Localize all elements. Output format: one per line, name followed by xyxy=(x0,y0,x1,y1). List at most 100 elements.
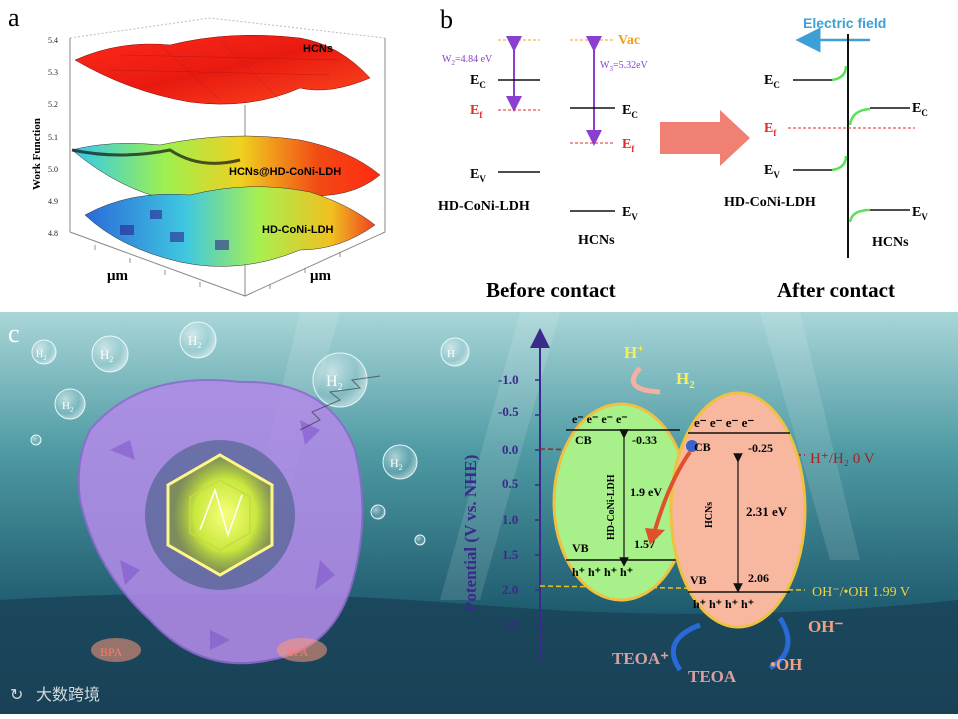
bpa-label: BPA xyxy=(286,645,309,659)
ldh-holes: h⁺ h⁺ h⁺ h⁺ xyxy=(572,565,633,579)
hcns-cb-label: CB xyxy=(694,440,711,454)
z-axis-label: μm xyxy=(310,268,332,284)
transfer-arrow-head xyxy=(645,528,665,545)
electric-field-label: Electric field xyxy=(803,15,886,31)
hcns-ev-label: EV xyxy=(622,205,638,222)
core-lightning xyxy=(199,487,243,538)
surface-shadow xyxy=(71,148,241,165)
after-ldh-ec-bend xyxy=(831,65,848,82)
potential-tick: 1.0 xyxy=(502,512,518,527)
ldh-name-label: HD-CoNi-LDH xyxy=(606,474,617,540)
oh-radical-label: •OH xyxy=(770,655,802,674)
y-tick: 4.8 xyxy=(48,229,58,238)
bubble xyxy=(312,352,368,408)
potential-tick: -1.0 xyxy=(498,372,519,387)
oh-ref-label: OH⁻/•OH 1.99 V xyxy=(812,585,910,600)
ldh-gap-value: 1.9 eV xyxy=(630,485,662,499)
ldh-cb-value: -0.33 xyxy=(632,433,657,447)
after-ef-label: Ef xyxy=(764,121,777,138)
vac-label: Vac xyxy=(618,33,640,48)
hcns-gap-value: 2.31 eV xyxy=(746,504,788,519)
y-ticks: 5.4 5.3 5.2 5.1 5.0 4.9 4.8 xyxy=(48,36,58,238)
hcns-ec-label: EC xyxy=(622,103,638,120)
potential-ticks: -1.0 -0.5 0.0 0.5 1.0 1.5 2.0 2.5 xyxy=(498,372,519,633)
before-contact-label: Before contact xyxy=(486,278,616,302)
h-plus-label: H+ xyxy=(624,343,644,362)
light-wave xyxy=(299,375,381,431)
ldh-electrons: e⁻ e⁻ e⁻ e⁻ xyxy=(572,412,628,426)
surface-ldh xyxy=(84,186,376,267)
electron-dot xyxy=(686,440,698,452)
hcns-ef-label: Ef xyxy=(622,137,635,154)
panel-c-label: c xyxy=(8,319,20,348)
ldh-ev-label: EV xyxy=(470,167,486,184)
bubble-h2-label: H2 xyxy=(100,347,113,364)
panel-c: c H2 H2 H2 H2 H2 H H2 xyxy=(0,312,958,714)
frame-right xyxy=(244,38,386,297)
bubble xyxy=(440,337,470,367)
bubble xyxy=(91,335,129,373)
w2-label: W2=4.84 eV xyxy=(442,54,493,67)
after-hcns-ev-label: EV xyxy=(912,205,928,222)
hcns-vb-label: VB xyxy=(690,573,707,587)
after-hcns-ec-bend xyxy=(848,107,871,126)
h-plus-arrow xyxy=(630,366,661,395)
panel-b-label: b xyxy=(440,5,453,34)
bpa-label: BPA xyxy=(100,645,123,659)
after-hcns-ev-bend xyxy=(848,208,871,223)
y-tick: 5.1 xyxy=(48,133,58,142)
watermark-text: 大数跨境 xyxy=(36,685,100,704)
bubble xyxy=(179,321,217,359)
bubble-h2-label: H2 xyxy=(188,333,201,350)
potential-axis-label: Potential (V vs. NHE) xyxy=(461,455,480,612)
teoa-label: TEOA xyxy=(688,667,737,686)
bubble-h2-label: H2 xyxy=(326,373,343,393)
after-contact-label: After contact xyxy=(777,278,895,302)
hcns-electrons: e⁻ e⁻ e⁻ e⁻ xyxy=(694,415,754,430)
transition-arrow xyxy=(660,110,750,166)
bubble-h2-label: H2 xyxy=(62,400,74,414)
y-tick: 4.9 xyxy=(48,197,58,206)
potential-tick: 1.5 xyxy=(502,547,519,562)
y-tick: 5.3 xyxy=(48,68,58,77)
potential-tick: -0.5 xyxy=(498,404,519,419)
frame-top xyxy=(69,17,386,39)
bubble xyxy=(370,504,386,520)
potential-tick: 2.5 xyxy=(502,618,519,633)
bubble xyxy=(30,434,42,446)
bubble-h2-label: H xyxy=(447,348,455,360)
bubble xyxy=(54,388,86,420)
potential-tick: 2.0 xyxy=(502,582,518,597)
bubble-h2-label: H2 xyxy=(390,456,403,472)
bubble xyxy=(382,444,418,480)
label-hcns: HCNs xyxy=(303,43,333,55)
ldh-ef-label: Ef xyxy=(470,103,483,120)
hcns-holes: h⁺ h⁺ h⁺ h⁺ xyxy=(693,597,754,611)
label-composite: HCNs@HD-CoNi-LDH xyxy=(229,166,341,178)
transfer-arrow xyxy=(653,450,692,531)
core-inner xyxy=(189,479,251,551)
watermark: ↻ xyxy=(10,687,23,704)
ldh-name: HD-CoNi-LDH xyxy=(438,199,530,214)
hcns-core xyxy=(166,453,274,577)
mesh-lines xyxy=(109,39,341,101)
ldh-cb-label: CB xyxy=(575,433,592,447)
bpa-glow xyxy=(277,638,327,662)
panel-a: a 5.4 5.3 5.2 5.1 5.0 4.9 4.8 Work Funct… xyxy=(8,3,386,297)
hcns-vb-value: 2.06 xyxy=(748,571,769,585)
after-ldh-name: HD-CoNi-LDH xyxy=(724,195,816,210)
teoa-arrow xyxy=(670,622,701,672)
y-tick: 5.0 xyxy=(48,165,58,174)
panel-a-label: a xyxy=(8,3,20,32)
y-axis-label: Work Function xyxy=(31,118,43,190)
ldh-vb-label: VB xyxy=(572,541,589,555)
surface-patches xyxy=(120,210,229,250)
after-ldh-ec-label: EC xyxy=(764,73,780,90)
surface-hcns xyxy=(74,34,371,105)
bubble-h2-label: H2 xyxy=(36,349,47,362)
after-hcns-name: HCNs xyxy=(872,235,909,250)
y-tick: 5.2 xyxy=(48,100,58,109)
after-hcns-ec-label: EC xyxy=(912,101,928,118)
